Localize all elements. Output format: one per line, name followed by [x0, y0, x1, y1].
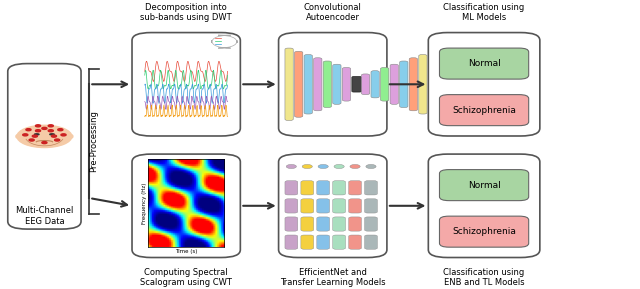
FancyBboxPatch shape	[301, 181, 314, 195]
Ellipse shape	[16, 134, 21, 138]
Ellipse shape	[68, 134, 73, 138]
Text: Decomposition into
sub-bands using DWT: Decomposition into sub-bands using DWT	[140, 3, 232, 22]
FancyBboxPatch shape	[301, 235, 314, 249]
FancyBboxPatch shape	[440, 216, 529, 247]
FancyBboxPatch shape	[294, 51, 303, 117]
FancyBboxPatch shape	[365, 235, 378, 249]
Circle shape	[32, 135, 37, 137]
FancyBboxPatch shape	[440, 48, 529, 79]
FancyBboxPatch shape	[381, 67, 389, 101]
Text: Schizophrenia: Schizophrenia	[452, 106, 516, 115]
FancyBboxPatch shape	[419, 55, 427, 114]
Circle shape	[26, 129, 31, 131]
FancyBboxPatch shape	[333, 217, 346, 231]
FancyBboxPatch shape	[285, 217, 298, 231]
FancyBboxPatch shape	[365, 181, 378, 195]
FancyBboxPatch shape	[352, 77, 362, 92]
Circle shape	[302, 164, 312, 168]
FancyBboxPatch shape	[317, 235, 330, 249]
Circle shape	[51, 135, 56, 137]
Circle shape	[61, 134, 66, 136]
FancyBboxPatch shape	[428, 154, 540, 257]
Text: Classification using
ENB and TL Models: Classification using ENB and TL Models	[444, 268, 525, 287]
FancyBboxPatch shape	[285, 199, 298, 213]
Text: Normal: Normal	[468, 181, 500, 190]
Circle shape	[54, 139, 60, 141]
FancyBboxPatch shape	[314, 58, 322, 111]
FancyBboxPatch shape	[342, 67, 351, 101]
FancyBboxPatch shape	[317, 199, 330, 213]
Text: Normal: Normal	[468, 59, 500, 68]
FancyBboxPatch shape	[333, 235, 346, 249]
Ellipse shape	[35, 134, 39, 135]
FancyBboxPatch shape	[349, 217, 362, 231]
FancyBboxPatch shape	[333, 199, 346, 213]
Circle shape	[318, 164, 328, 168]
Text: Pre-Processing: Pre-Processing	[90, 110, 99, 172]
Text: Computing Spectral
Scalogram using CWT: Computing Spectral Scalogram using CWT	[140, 268, 232, 287]
FancyBboxPatch shape	[428, 33, 540, 136]
Circle shape	[42, 127, 47, 129]
Circle shape	[29, 139, 34, 141]
FancyBboxPatch shape	[349, 181, 362, 195]
Text: Multi-Channel
EEG Data: Multi-Channel EEG Data	[15, 206, 74, 226]
FancyBboxPatch shape	[440, 95, 529, 126]
Ellipse shape	[50, 134, 54, 135]
FancyBboxPatch shape	[285, 48, 293, 121]
Circle shape	[286, 164, 296, 168]
FancyBboxPatch shape	[212, 35, 237, 48]
Circle shape	[58, 129, 63, 131]
FancyBboxPatch shape	[365, 217, 378, 231]
FancyBboxPatch shape	[349, 199, 362, 213]
FancyBboxPatch shape	[409, 58, 417, 111]
FancyBboxPatch shape	[132, 154, 241, 257]
Text: Schizophrenia: Schizophrenia	[452, 227, 516, 236]
FancyBboxPatch shape	[440, 170, 529, 201]
Text: Classification using
ML Models: Classification using ML Models	[444, 3, 525, 22]
Text: EfficientNet and
Transfer Learning Models: EfficientNet and Transfer Learning Model…	[280, 268, 385, 287]
Circle shape	[334, 164, 344, 168]
FancyBboxPatch shape	[333, 181, 346, 195]
FancyBboxPatch shape	[317, 181, 330, 195]
FancyBboxPatch shape	[301, 217, 314, 231]
FancyBboxPatch shape	[278, 33, 387, 136]
FancyBboxPatch shape	[132, 33, 241, 136]
Circle shape	[23, 134, 28, 136]
FancyBboxPatch shape	[349, 235, 362, 249]
FancyBboxPatch shape	[8, 64, 81, 229]
FancyBboxPatch shape	[362, 74, 370, 95]
Circle shape	[35, 130, 40, 132]
Circle shape	[350, 164, 360, 168]
FancyBboxPatch shape	[323, 61, 332, 108]
FancyBboxPatch shape	[301, 199, 314, 213]
FancyBboxPatch shape	[317, 217, 330, 231]
Circle shape	[366, 164, 376, 168]
FancyBboxPatch shape	[371, 71, 380, 98]
Circle shape	[35, 125, 40, 127]
FancyBboxPatch shape	[365, 199, 378, 213]
FancyBboxPatch shape	[333, 64, 341, 104]
FancyBboxPatch shape	[285, 181, 298, 195]
FancyBboxPatch shape	[278, 154, 387, 257]
FancyBboxPatch shape	[399, 61, 408, 108]
Circle shape	[48, 125, 53, 127]
Circle shape	[48, 130, 53, 132]
FancyBboxPatch shape	[285, 235, 298, 249]
FancyBboxPatch shape	[390, 64, 398, 104]
Text: Convolutional
Autoencoder: Convolutional Autoencoder	[304, 3, 362, 22]
Circle shape	[17, 125, 72, 147]
Circle shape	[42, 142, 47, 144]
FancyBboxPatch shape	[304, 55, 312, 114]
